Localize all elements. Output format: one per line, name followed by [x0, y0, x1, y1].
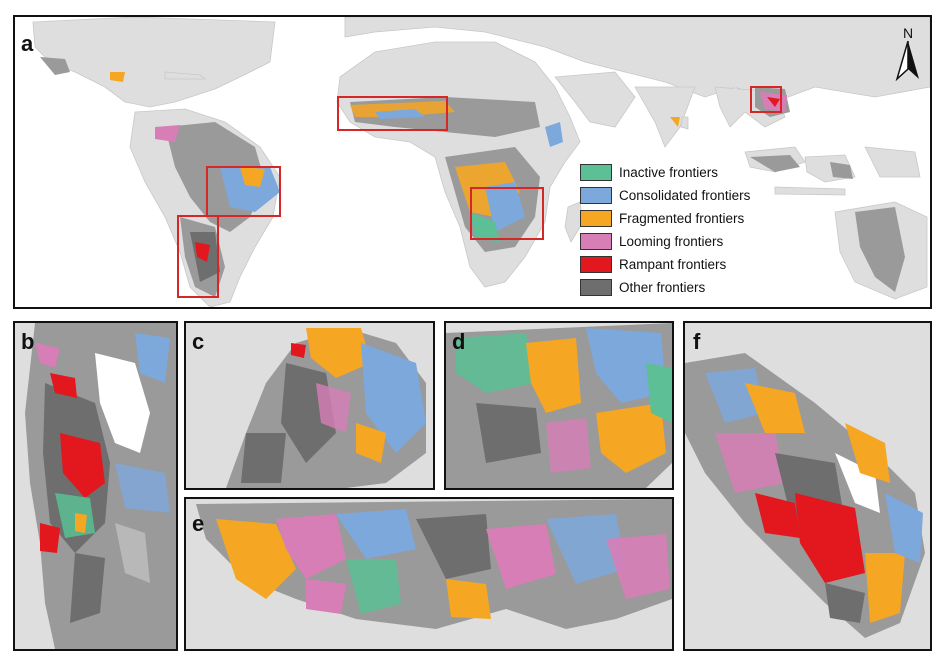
- panel-b-frontier-patches: [35, 333, 170, 623]
- panel-c-frontier-patches: [241, 328, 426, 483]
- panel-d-map: d: [444, 321, 674, 490]
- legend-item-consolidated: Consolidated frontiers: [580, 184, 750, 207]
- legend-swatch-rampant: [580, 256, 612, 273]
- legend-label-looming: Looming frontiers: [619, 234, 724, 249]
- legend-swatch-consolidated: [580, 187, 612, 204]
- legend-swatch-fragmented: [580, 210, 612, 227]
- panel-c-map: c: [184, 321, 435, 490]
- panel-e-frontier-patches: [216, 509, 670, 619]
- legend-label-inactive: Inactive frontiers: [619, 165, 719, 180]
- panel-d-map-image: [446, 323, 672, 488]
- panel-f-map-image: [685, 323, 930, 649]
- panel-b-label: b: [21, 329, 35, 354]
- legend-item-rampant: Rampant frontiers: [580, 253, 750, 276]
- frontier-patches: [110, 72, 787, 282]
- panel-a-global-map: a N: [13, 15, 932, 309]
- panel-f-frontier-patches: [705, 368, 923, 623]
- legend-label-rampant: Rampant frontiers: [619, 257, 727, 272]
- panel-e-map-image: [186, 499, 672, 649]
- panel-c-label: c: [192, 329, 205, 354]
- panel-f-map: f: [683, 321, 932, 651]
- inset-boxes: [177, 86, 782, 298]
- legend-swatch-looming: [580, 233, 612, 250]
- panel-e-label: e: [192, 511, 205, 536]
- legend-item-looming: Looming frontiers: [580, 230, 750, 253]
- legend-label-fragmented: Fragmented frontiers: [619, 211, 745, 226]
- panel-a-label: a: [21, 31, 34, 56]
- panel-b-map: b: [13, 321, 178, 651]
- global-map: [32, 17, 930, 307]
- panel-e-map: e: [184, 497, 674, 651]
- panel-d-frontier-patches: [456, 328, 672, 473]
- north-arrow-icon: [895, 41, 919, 81]
- legend: Inactive frontiers Consolidated frontier…: [580, 161, 750, 299]
- panel-f-label: f: [693, 329, 701, 354]
- panel-c-map-image: [186, 323, 433, 488]
- legend-swatch-inactive: [580, 164, 612, 181]
- legend-item-other: Other frontiers: [580, 276, 750, 299]
- legend-item-inactive: Inactive frontiers: [580, 161, 750, 184]
- panel-b-map-image: [15, 323, 176, 649]
- north-arrow-label: N: [902, 25, 914, 41]
- legend-label-other: Other frontiers: [619, 280, 706, 295]
- north-arrow: N: [895, 25, 921, 85]
- legend-label-consolidated: Consolidated frontiers: [619, 188, 751, 203]
- legend-swatch-other: [580, 279, 612, 296]
- panel-d-label: d: [452, 329, 466, 354]
- legend-item-fragmented: Fragmented frontiers: [580, 207, 750, 230]
